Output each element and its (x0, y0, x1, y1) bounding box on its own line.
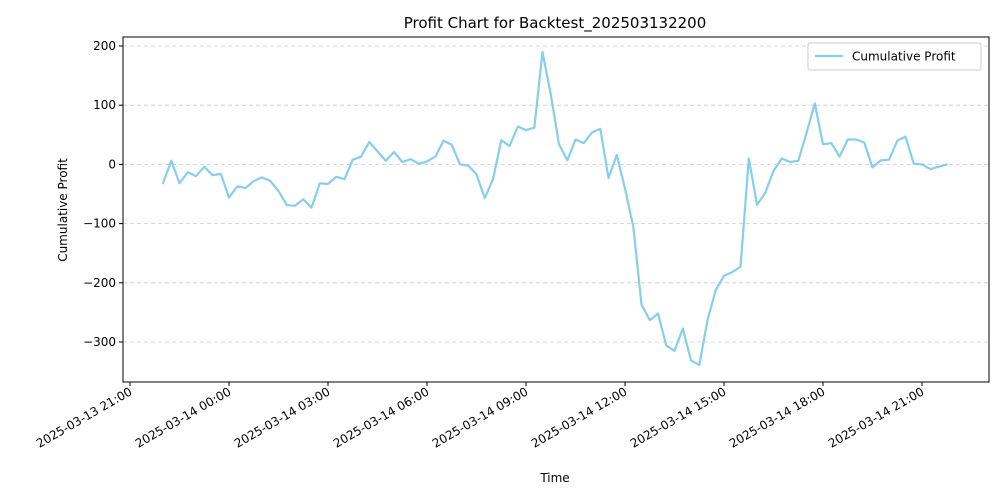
cumulative-profit-line (161, 50, 948, 367)
x-axis-label: Time (539, 471, 569, 485)
y-axis-ticks: −300 −200 −100 0 100 200 (83, 39, 123, 349)
chart-title: Profit Chart for Backtest_202503132200 (404, 14, 707, 33)
legend-box (807, 42, 982, 71)
plot-frame (122, 36, 990, 383)
y-tick-label: 0 (108, 157, 116, 171)
y-tick-label: 200 (93, 39, 116, 53)
y-tick-label: −300 (83, 335, 116, 349)
y-tick-label: −200 (83, 276, 116, 290)
y-tick-label: −100 (83, 217, 116, 231)
legend-label: Cumulative Profit (852, 50, 956, 64)
y-axis-label: Cumulative Profit (56, 158, 70, 262)
y-tick-label: 100 (93, 98, 116, 112)
legend: Cumulative Profit (807, 42, 982, 71)
